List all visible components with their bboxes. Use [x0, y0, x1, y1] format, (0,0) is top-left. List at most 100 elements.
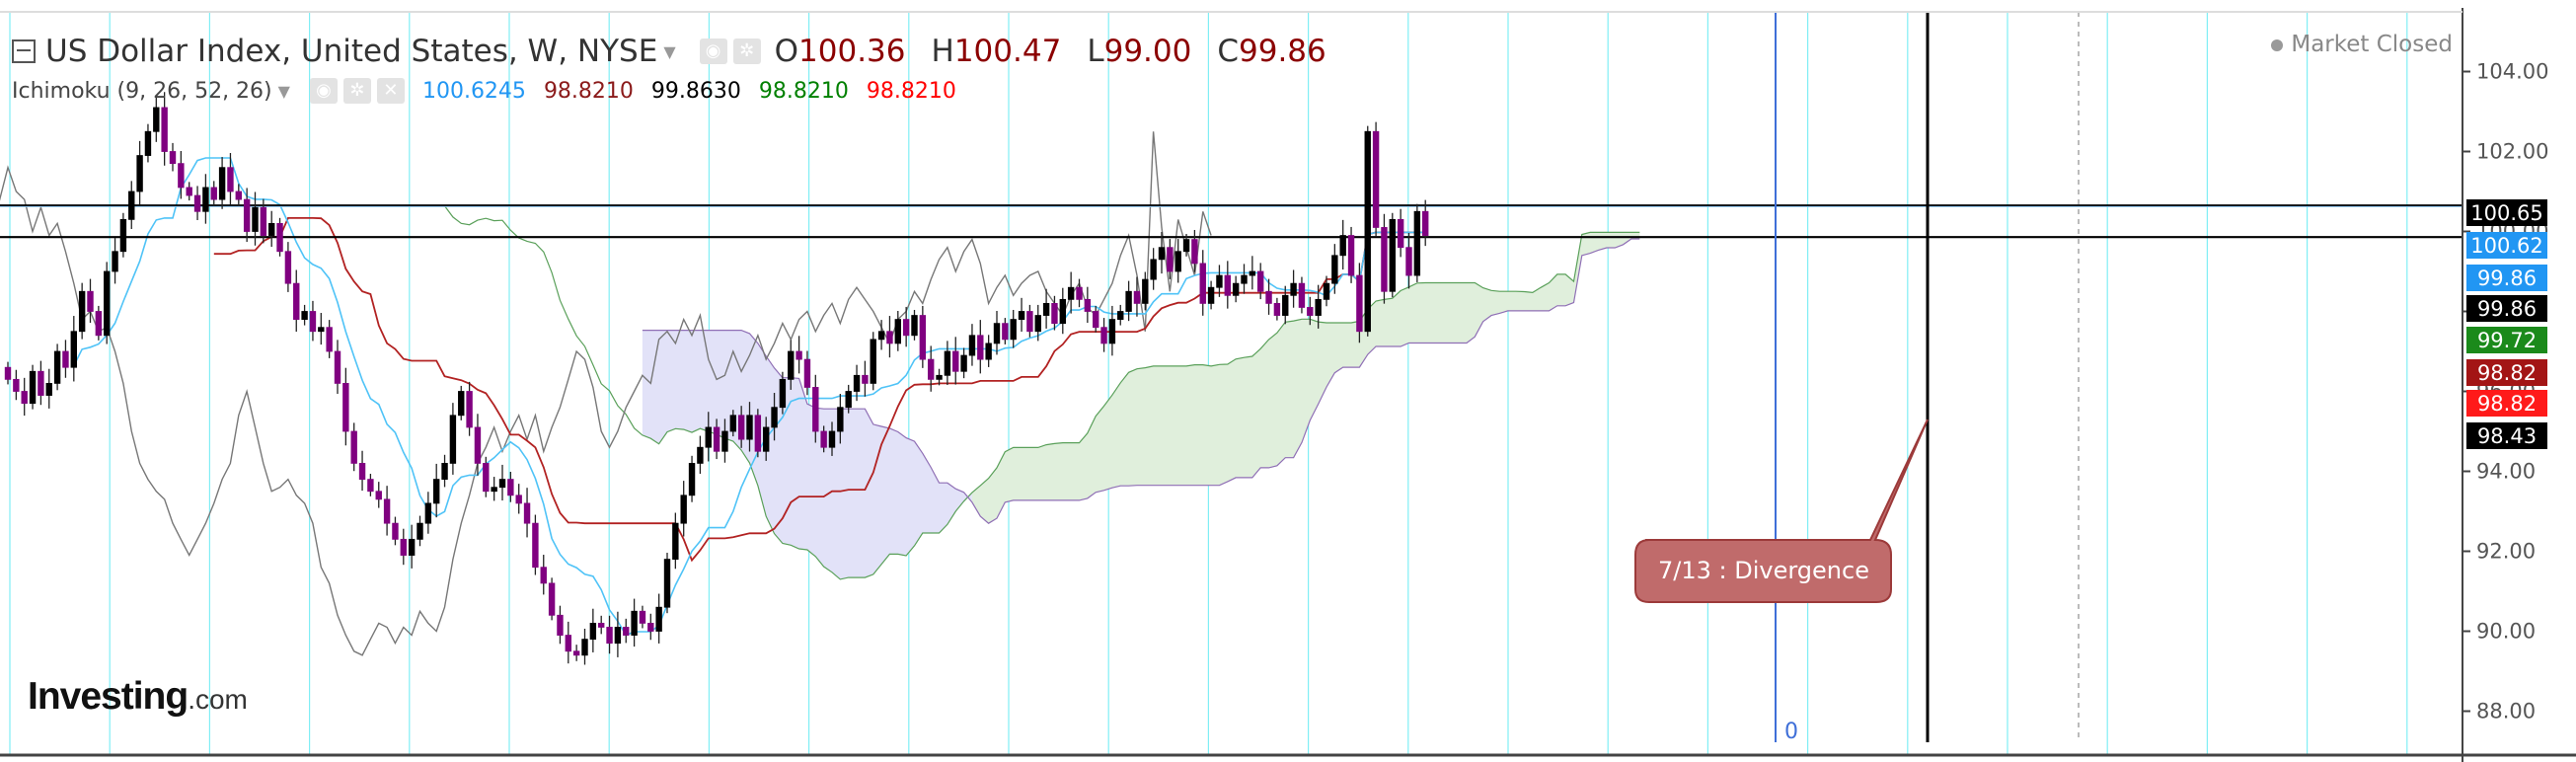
gear-icon[interactable]: ✲ — [342, 78, 371, 104]
candle-down — [260, 206, 267, 236]
candle-up — [1034, 315, 1041, 333]
chevron-down-icon[interactable]: ▼ — [663, 41, 676, 61]
candlestick-series[interactable] — [4, 92, 1429, 665]
ichimoku-cloud — [642, 232, 1640, 579]
ichimoku-lines — [0, 131, 1640, 656]
candle-up — [631, 610, 638, 636]
price-badge — [2466, 359, 2547, 386]
chevron-down-icon[interactable]: ▼ — [277, 81, 290, 101]
candle-down — [1084, 298, 1092, 312]
candle-down — [1133, 290, 1141, 304]
candle-up — [944, 350, 951, 376]
candle-up — [853, 374, 861, 392]
span-b-value: 98.8210 — [866, 78, 956, 104]
candle-up — [449, 415, 457, 464]
candle-up — [119, 218, 127, 253]
callout-text: 7/13 : Divergence — [1658, 557, 1869, 584]
candle-down — [507, 479, 514, 496]
brand-logo: Investing.com — [28, 675, 248, 719]
candle-down — [342, 382, 349, 432]
candle-down — [243, 198, 251, 232]
candle-up — [788, 350, 795, 380]
candle-down — [400, 538, 407, 556]
gear-icon[interactable]: ✲ — [732, 38, 761, 64]
candle-down — [1026, 311, 1033, 333]
y-tick-label: 102.00 — [2476, 140, 2548, 164]
divergence-callout[interactable]: 7/13 : Divergence — [1634, 419, 1929, 603]
candle-down — [1372, 130, 1380, 228]
senkou-span-a-line — [427, 205, 1640, 580]
open-label: O — [774, 34, 799, 69]
candle-up — [1150, 259, 1157, 280]
candle-down — [572, 650, 580, 656]
candle-up — [104, 270, 111, 337]
candle-up — [1117, 311, 1124, 321]
candle-down — [862, 374, 869, 384]
cursor-marker-label: 0 — [1784, 720, 1798, 744]
candle-up — [1216, 274, 1223, 288]
price-badge-label: 100.65 — [2470, 201, 2542, 225]
y-tick-label: 92.00 — [2476, 540, 2536, 564]
candle-down — [186, 187, 192, 196]
brand-suffix: .com — [188, 684, 248, 715]
price-badge — [2466, 390, 2547, 417]
candle-up — [779, 378, 787, 409]
candle-down — [606, 627, 613, 645]
candle-down — [565, 635, 571, 652]
candle-down — [1381, 227, 1388, 292]
candle-up — [144, 130, 152, 156]
chart-header: US Dollar Index, United States, W, NYSE … — [0, 30, 1326, 73]
eye-icon[interactable]: ◉ — [699, 38, 727, 64]
candle-down — [1224, 274, 1231, 296]
horizontal-price-lines[interactable] — [0, 204, 2462, 239]
close-icon[interactable]: ✕ — [376, 78, 405, 104]
candle-down — [1298, 282, 1306, 308]
candle-down — [309, 311, 317, 333]
candle-down — [284, 251, 292, 284]
indicator-name[interactable]: Ichimoku (9, 26, 52, 26) — [12, 78, 272, 104]
price-badge-label: 98.82 — [2477, 361, 2537, 385]
high-value: 100.47 — [953, 34, 1062, 69]
candle-up — [828, 430, 836, 448]
candle-down — [62, 350, 69, 368]
candle-down — [169, 151, 177, 165]
candle-up — [202, 187, 209, 212]
candle-up — [1389, 218, 1396, 292]
candle-up — [960, 354, 967, 372]
candle-down — [803, 358, 811, 388]
candle-up — [1182, 239, 1190, 253]
price-badge — [2466, 199, 2547, 226]
price-badge — [2466, 265, 2547, 291]
candle-down — [4, 366, 12, 380]
candle-up — [705, 426, 712, 448]
candle-up — [1018, 311, 1025, 321]
candle-down — [1093, 311, 1099, 329]
candle-down — [161, 107, 168, 152]
candle-down — [178, 163, 185, 189]
candle-up — [53, 350, 61, 384]
candle-up — [136, 155, 143, 192]
price-axis[interactable]: 104.00102.00100.0098.0096.0094.0092.0090… — [2462, 8, 2548, 762]
close-value: 99.86 — [1239, 34, 1326, 69]
candle-down — [1397, 218, 1404, 249]
candle-up — [408, 538, 416, 556]
candle-up — [78, 290, 86, 333]
candle-up — [936, 374, 943, 380]
candle-down — [13, 378, 20, 392]
price-badges: 100.65 100.62 99.86 99.86 99.72 98.82 98.82 98.… — [2466, 199, 2547, 449]
market-status-text: Market Closed — [2291, 32, 2453, 57]
candle-down — [1076, 286, 1083, 300]
candle-down — [1265, 290, 1272, 304]
candle-up — [771, 407, 778, 428]
symbol-title[interactable]: US Dollar Index, United States, W, NYSE — [45, 34, 658, 69]
eye-icon[interactable]: ◉ — [309, 78, 338, 104]
candle-down — [227, 167, 234, 192]
price-badge — [2466, 327, 2547, 353]
candle-down — [326, 327, 333, 352]
candle-down — [293, 282, 300, 320]
collapse-icon[interactable] — [12, 39, 36, 63]
candle-down — [1347, 235, 1355, 276]
candle-down — [466, 391, 473, 428]
market-status: Market Closed — [2271, 32, 2453, 57]
